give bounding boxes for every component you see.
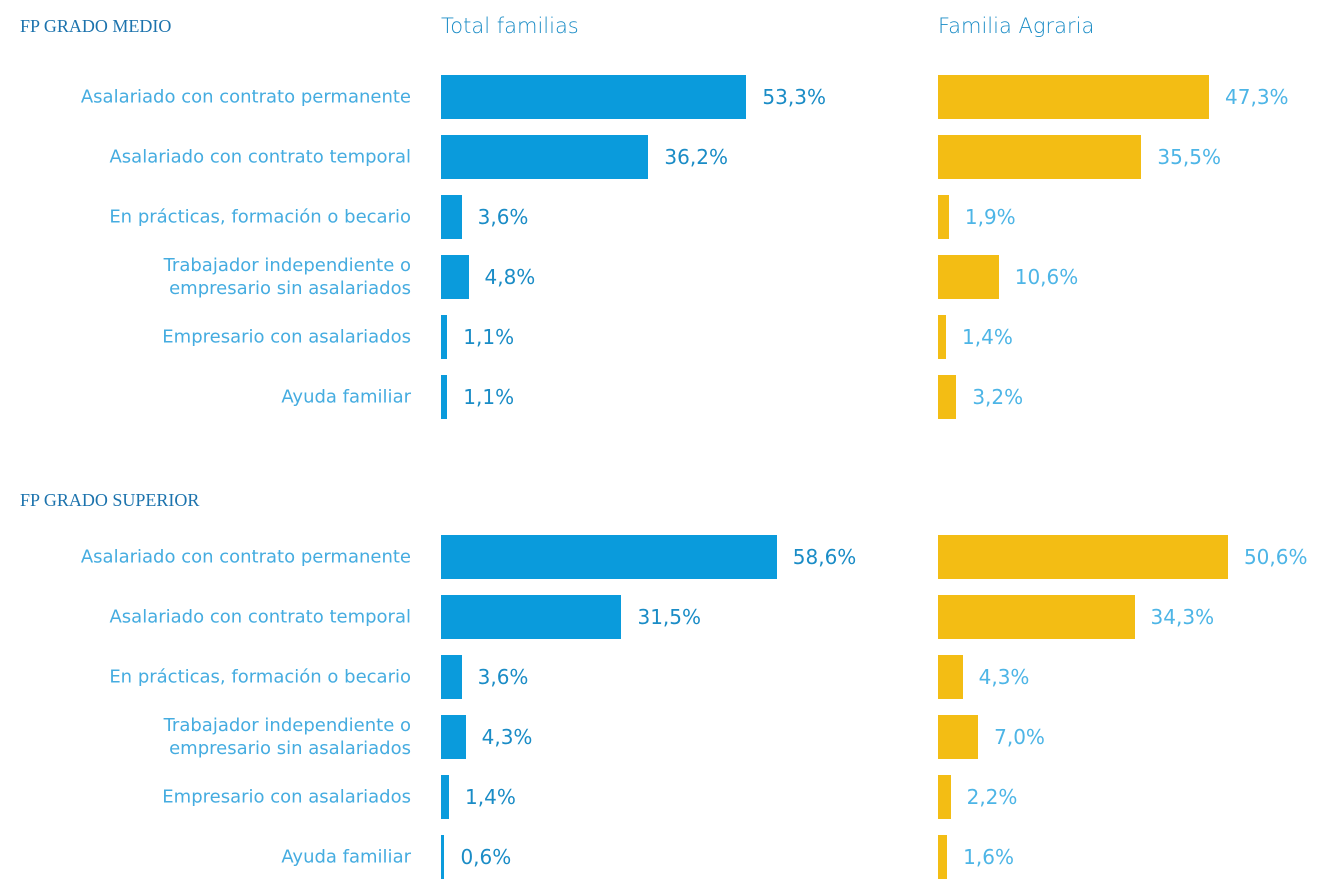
panel-header: Total familias	[441, 14, 579, 38]
category-label: Empresario con asalariados	[162, 326, 411, 348]
bar	[938, 315, 947, 359]
bar	[938, 535, 1228, 579]
bar	[938, 75, 1210, 119]
bar	[441, 75, 747, 119]
bar	[938, 135, 1142, 179]
panel-header: Familia Agraria	[938, 14, 1095, 38]
bar	[441, 655, 462, 699]
bar	[938, 835, 948, 879]
bar	[441, 715, 466, 759]
value-label: 34,3%	[1150, 605, 1215, 629]
bar	[938, 595, 1135, 639]
category-label: En prácticas, formación o becario	[109, 666, 411, 688]
value-label: 50,6%	[1243, 545, 1308, 569]
bar	[938, 375, 957, 419]
value-label: 1,9%	[964, 205, 1016, 229]
value-label: 36,2%	[664, 145, 728, 169]
value-label: 47,3%	[1225, 85, 1289, 109]
value-label: 10,6%	[1014, 265, 1079, 289]
value-label: 4,8%	[484, 265, 536, 289]
category-label: Asalariado con contrato temporal	[109, 146, 411, 168]
value-label: 53,3%	[762, 85, 826, 109]
category-label: En prácticas, formación o becario	[109, 206, 411, 228]
value-label: 1,4%	[465, 785, 516, 809]
value-label: 1,1%	[463, 385, 515, 409]
bar	[441, 255, 469, 299]
category-label: Asalariado con contrato temporal	[109, 606, 411, 628]
category-label: Asalariado con contrato permanente	[80, 546, 411, 568]
value-label: 0,6%	[460, 845, 512, 869]
value-label: 4,3%	[481, 725, 533, 749]
category-label: Empresario con asalariados	[162, 786, 411, 808]
category-label: Ayuda familiar	[281, 386, 411, 408]
bar	[441, 595, 622, 639]
value-label: 7,0%	[994, 725, 1045, 749]
bar	[441, 535, 777, 579]
bar	[938, 715, 979, 759]
value-label: 35,5%	[1157, 145, 1221, 169]
bar	[938, 775, 951, 819]
value-label: 3,2%	[972, 385, 1024, 409]
value-label: 4,3%	[978, 665, 1030, 689]
value-label: 1,6%	[963, 845, 1014, 869]
value-label: 3,6%	[477, 665, 529, 689]
bar	[441, 835, 445, 879]
bar	[441, 775, 450, 819]
category-label: Trabajador independiente o empresario si…	[163, 255, 411, 299]
value-label: 2,2%	[966, 785, 1018, 809]
category-label: Asalariado con contrato permanente	[80, 86, 411, 108]
bar	[441, 195, 462, 239]
bar	[441, 135, 649, 179]
bar	[938, 195, 949, 239]
value-label: 31,5%	[637, 605, 702, 629]
value-label: 1,4%	[962, 325, 1013, 349]
category-label: Ayuda familiar	[281, 846, 411, 868]
bar	[938, 255, 999, 299]
bar	[938, 655, 963, 699]
section-title: FP GRADO SUPERIOR	[20, 490, 200, 510]
section-title: FP GRADO MEDIO	[20, 16, 172, 36]
bar	[441, 375, 448, 419]
value-label: 1,1%	[463, 325, 515, 349]
value-label: 3,6%	[477, 205, 529, 229]
value-label: 58,6%	[792, 545, 857, 569]
category-label: Trabajador independiente o empresario si…	[163, 715, 411, 759]
bar	[441, 315, 448, 359]
